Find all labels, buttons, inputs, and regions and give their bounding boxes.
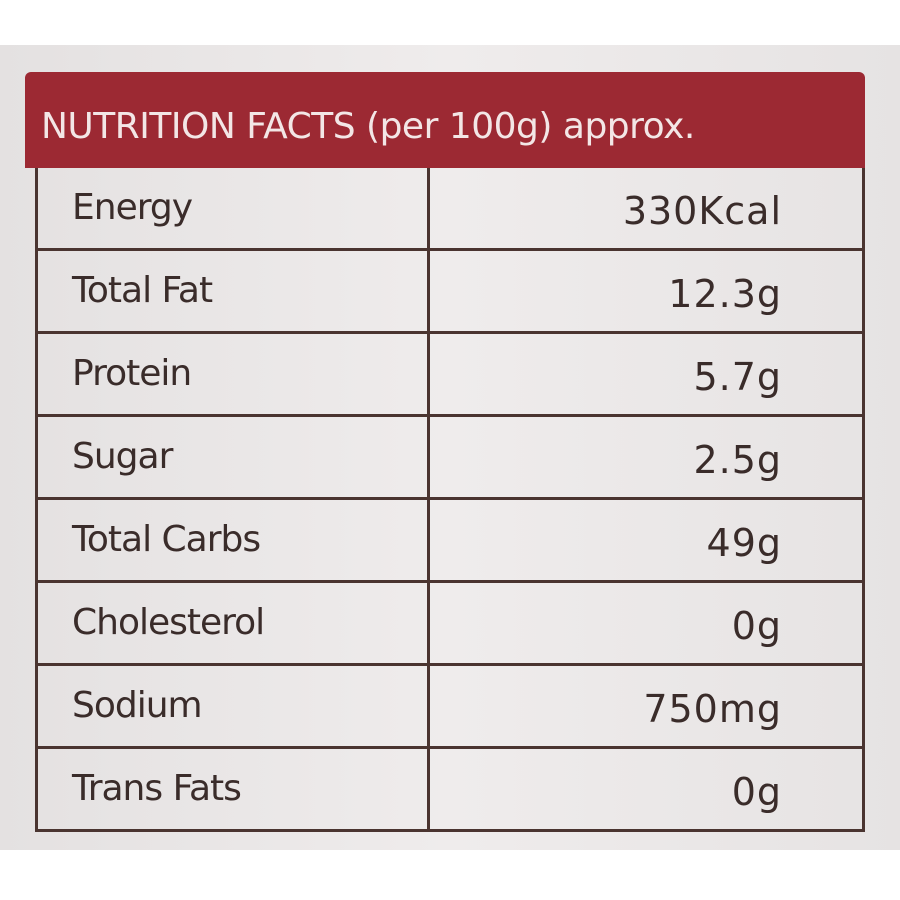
table-row: Cholesterol 0g <box>38 583 862 666</box>
table-row: Protein 5.7g <box>38 334 862 417</box>
table-row: Energy 330Kcal <box>38 168 862 251</box>
nutrient-name: Cholesterol <box>38 583 430 663</box>
table-row: Trans Fats 0g <box>38 749 862 832</box>
nutrient-name: Energy <box>38 168 430 248</box>
nutrient-amount: 750mg <box>643 687 782 731</box>
nutrient-amount: 49g <box>706 521 782 565</box>
nutrient-amount: 12.3g <box>668 272 782 316</box>
table-row: Total Fat 12.3g <box>38 251 862 334</box>
label-title: NUTRITION FACTS (per 100g) approx. <box>25 72 865 168</box>
nutrition-label: NUTRITION FACTS (per 100g) approx. Energ… <box>25 72 865 832</box>
nutrient-amount: 0g <box>731 604 782 648</box>
table-row: Sodium 750mg <box>38 666 862 749</box>
nutrient-name: Sodium <box>38 666 430 746</box>
photo-background <box>0 45 900 850</box>
nutrient-amount: 0g <box>731 770 782 814</box>
nutrition-table: Energy 330Kcal Total Fat 12.3g Protein 5.7g Su… <box>35 168 865 832</box>
nutrient-amount: 330Kcal <box>622 189 782 233</box>
nutrient-name: Protein <box>38 334 430 414</box>
nutrient-amount: 2.5g <box>693 438 782 482</box>
nutrient-name: Trans Fats <box>38 749 430 829</box>
table-row: Sugar 2.5g <box>38 417 862 500</box>
nutrient-name: Total Fat <box>38 251 430 331</box>
nutrient-name: Sugar <box>38 417 430 497</box>
table-row: Total Carbs 49g <box>38 500 862 583</box>
nutrient-name: Total Carbs <box>38 500 430 580</box>
nutrient-amount: 5.7g <box>693 355 782 399</box>
